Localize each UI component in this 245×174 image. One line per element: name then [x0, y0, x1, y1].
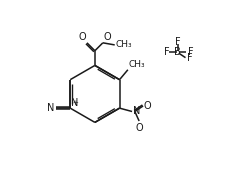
Text: CH₃: CH₃ [129, 60, 145, 69]
Text: O: O [78, 32, 86, 42]
Text: O: O [103, 33, 111, 42]
Text: F: F [175, 37, 181, 47]
Text: F: F [187, 53, 193, 63]
Text: F: F [164, 48, 170, 57]
Text: O: O [135, 123, 143, 133]
Text: CH₃: CH₃ [116, 40, 132, 49]
Text: +: + [73, 100, 78, 106]
Text: F: F [188, 47, 194, 57]
Text: O: O [144, 101, 151, 111]
Text: B: B [174, 48, 181, 57]
Text: N: N [48, 103, 55, 113]
Text: N: N [71, 98, 78, 108]
Text: N: N [133, 106, 140, 117]
